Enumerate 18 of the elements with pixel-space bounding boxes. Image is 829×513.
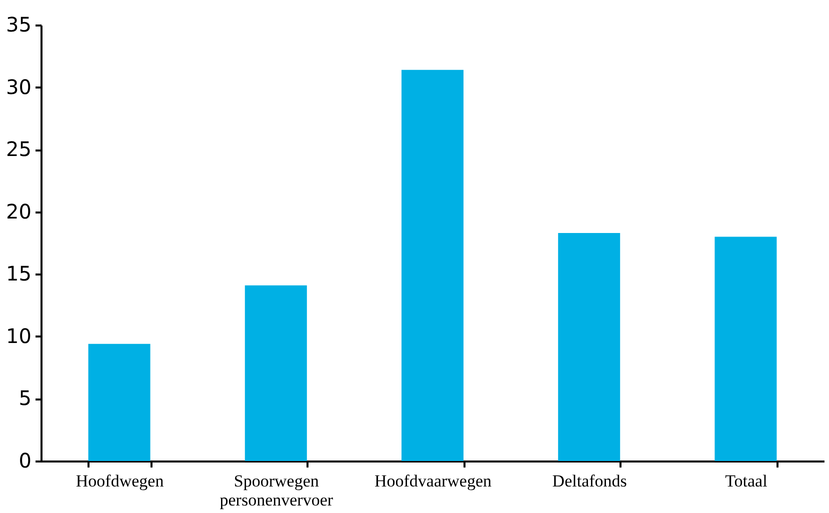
x-tick-label: Spoorwegen personenvervoer <box>220 472 334 510</box>
bar <box>402 70 464 461</box>
y-tick-label: 10 <box>6 324 32 348</box>
y-tick-label: 25 <box>6 137 32 162</box>
x-tick-label: Deltafonds <box>552 472 627 490</box>
y-tick-label: 5 <box>18 386 32 410</box>
y-tick-label: 0 <box>18 448 32 472</box>
bar <box>714 236 777 461</box>
x-tick-label: Hoofdwegen <box>76 472 164 490</box>
y-tick-label: 35 <box>6 12 32 36</box>
y-tick-label: 20 <box>6 199 32 224</box>
bar <box>244 285 307 461</box>
bar <box>558 233 620 461</box>
y-tick-label: 30 <box>6 74 32 99</box>
x-tick-label: Totaal <box>725 472 768 490</box>
y-tick-label: 15 <box>6 262 32 286</box>
bar <box>88 344 150 461</box>
x-tick-label: Hoofdvaarwegen <box>374 472 492 490</box>
